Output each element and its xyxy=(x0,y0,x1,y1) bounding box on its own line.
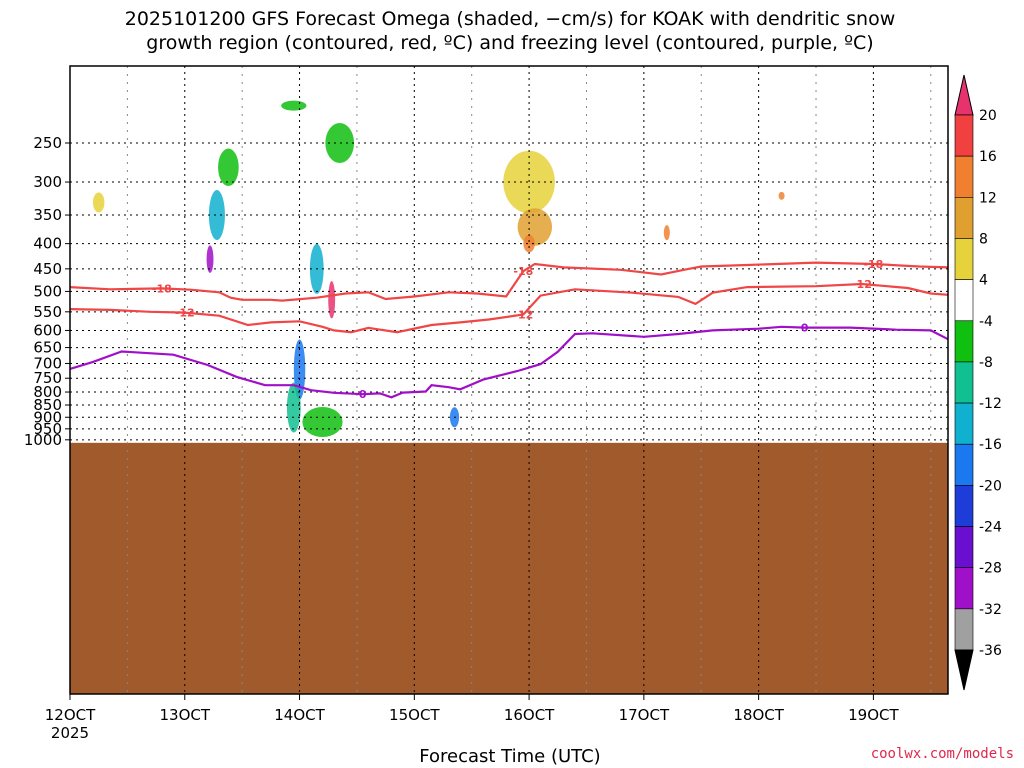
colorbar-segment xyxy=(954,238,974,280)
y-tick-label: 650 xyxy=(33,339,62,357)
x-tick-label: 15OCT xyxy=(389,706,440,724)
omega-blob xyxy=(286,382,301,433)
contour--18 xyxy=(69,261,949,302)
plot-area: -18-18-18-12 -12-1200 xyxy=(69,65,949,695)
plot-frame xyxy=(69,65,949,695)
y-tick-label: 950 xyxy=(33,420,62,438)
colorbar-label: -24 xyxy=(979,520,1002,536)
colorbar: 20 16 12 8 4 -4 -8 -12 -16 -20 -24 -28 -32 -36 xyxy=(954,74,1002,691)
x-tick-label: 14OCT xyxy=(274,706,325,724)
colorbar-label: -20 xyxy=(979,478,1002,494)
colorbar-segment xyxy=(954,279,974,322)
contour-label: -12 xyxy=(175,307,195,320)
y-tick-label: 850 xyxy=(33,396,62,414)
contour-label: -12 xyxy=(852,278,872,291)
y-tick-label: 750 xyxy=(33,369,62,387)
y-tick-label: 800 xyxy=(33,383,62,401)
y-tick-label: 1000 xyxy=(24,431,62,449)
omega-blob xyxy=(328,281,336,319)
gridlines xyxy=(70,66,948,694)
colorbar-top-triangle xyxy=(954,74,974,116)
colorbar-segment xyxy=(954,114,974,157)
contour--12 xyxy=(69,282,949,334)
contour-label: 0 xyxy=(359,388,367,401)
colorbar-label: 20 xyxy=(979,108,997,124)
contour-0 xyxy=(69,325,949,399)
credit-text: coolwx.com/models xyxy=(871,746,1014,762)
y-axis-ticks: 2503003504004505005506006507007508008509… xyxy=(24,134,70,449)
colorbar-label: -28 xyxy=(979,561,1002,577)
omega-blob xyxy=(778,191,785,200)
omega-blob xyxy=(523,234,535,253)
y-tick-label: 600 xyxy=(33,321,62,339)
y-tick-label: 350 xyxy=(33,206,62,224)
contour-label: -18 xyxy=(513,265,533,278)
omega-blob xyxy=(302,406,343,437)
y-tick-label: 500 xyxy=(33,282,62,300)
colorbar-label: -32 xyxy=(979,602,1002,618)
x-tick-label: 17OCT xyxy=(619,706,670,724)
colorbar-label: -8 xyxy=(979,355,993,371)
y-tick-label: 400 xyxy=(33,235,62,253)
contour-label: 0 xyxy=(801,322,809,335)
y-tick-label: 550 xyxy=(33,303,62,321)
colorbar-bottom-triangle xyxy=(954,649,974,691)
ground-below-surface xyxy=(70,442,948,694)
omega-shading xyxy=(92,100,785,437)
omega-blob xyxy=(281,100,307,111)
colorbar-label: 12 xyxy=(979,190,997,206)
colorbar-segment xyxy=(954,526,974,568)
colorbar-label: -16 xyxy=(979,437,1002,453)
colorbar-segment xyxy=(954,155,974,198)
colorbar-segment xyxy=(954,402,974,445)
y-tick-label: 450 xyxy=(33,260,62,278)
x-tick-label: 19OCT xyxy=(848,706,899,724)
ground-band xyxy=(70,442,948,694)
omega-blob xyxy=(206,245,214,273)
colorbar-label: -4 xyxy=(979,314,993,330)
x-tick-label: 18OCT xyxy=(733,706,784,724)
x-tick-label: 12OCT xyxy=(45,706,96,724)
omega-blob xyxy=(92,192,105,213)
omega-blob xyxy=(503,150,555,214)
x-axis-year: 2025 xyxy=(51,724,89,742)
contour-label: -18 xyxy=(152,282,172,295)
colorbar-label: -36 xyxy=(979,643,1002,659)
colorbar-label: 8 xyxy=(979,231,988,247)
contour-label: -12 xyxy=(513,309,533,322)
contour-lines: -18-18-18-12 -12-1200 xyxy=(69,258,949,401)
chart-title-line-1: 2025101200 GFS Forecast Omega (shaded, −… xyxy=(125,8,896,30)
colorbar-label: 16 xyxy=(979,149,997,165)
y-tick-label: 250 xyxy=(33,134,62,152)
colorbar-label: -12 xyxy=(979,396,1002,412)
omega-blob xyxy=(293,339,306,400)
colorbar-segment xyxy=(954,443,974,486)
omega-blob xyxy=(208,190,225,241)
x-tick-label: 16OCT xyxy=(504,706,555,724)
colorbar-label: 4 xyxy=(979,273,988,289)
contour-label: -18 xyxy=(863,258,883,271)
omega-blob xyxy=(663,225,670,241)
colorbar-segment xyxy=(954,361,974,404)
colorbar-segment xyxy=(954,567,974,610)
omega-blob xyxy=(517,208,553,246)
y-tick-label: 300 xyxy=(33,173,62,191)
colorbar-segment xyxy=(954,320,974,363)
x-tick-label: 13OCT xyxy=(160,706,211,724)
colorbar-segment xyxy=(954,485,974,527)
colorbar-segment xyxy=(954,608,974,651)
omega-blob xyxy=(325,123,355,163)
chart-title-line-2: growth region (contoured, red, ºC) and f… xyxy=(146,32,873,54)
x-axis-label: Forecast Time (UTC) xyxy=(419,746,600,767)
x-axis-ticks: 12OCT 13OCT 14OCT 15OCT 16OCT 17OCT 18OCT 19OCT xyxy=(45,694,900,724)
y-tick-label: 900 xyxy=(33,408,62,426)
omega-blob xyxy=(218,148,239,187)
y-tick-label: 700 xyxy=(33,354,62,372)
colorbar-segment xyxy=(954,197,974,239)
